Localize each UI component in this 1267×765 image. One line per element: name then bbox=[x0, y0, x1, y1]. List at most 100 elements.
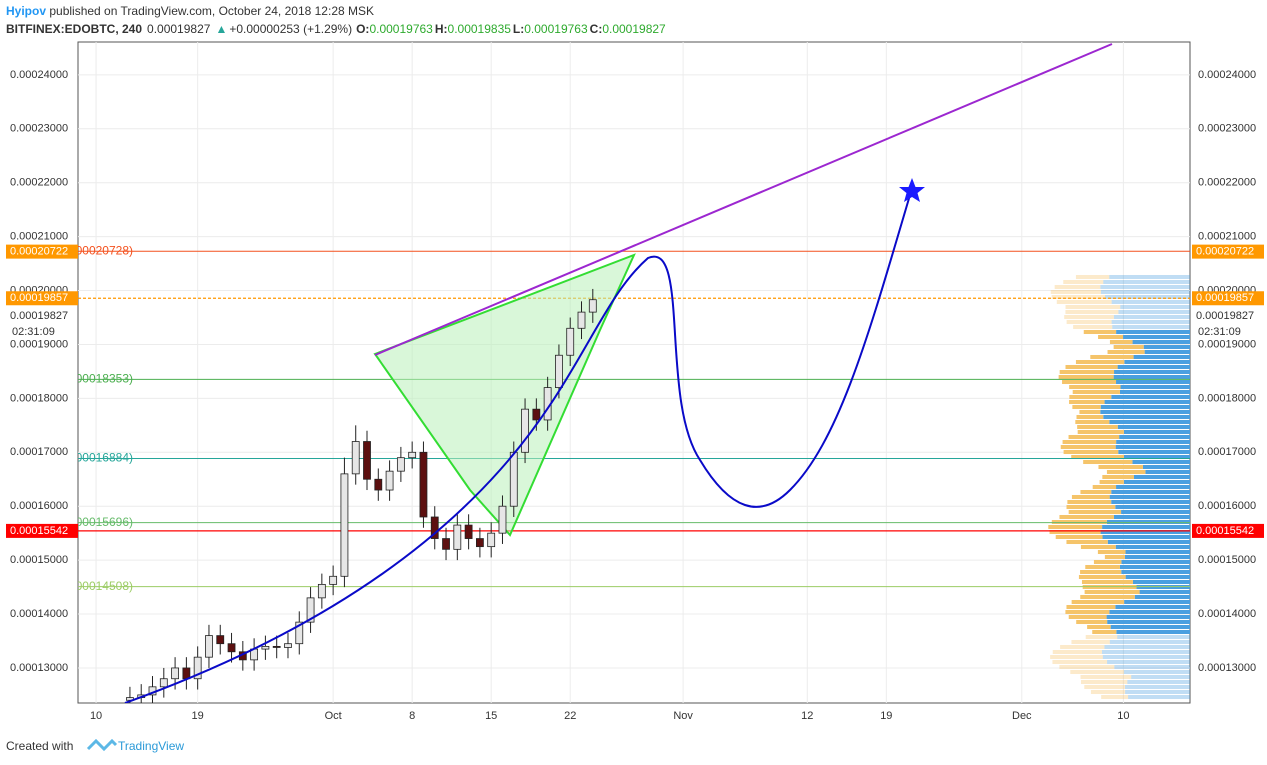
profile-bar bbox=[1117, 425, 1190, 429]
price-tag-label-left: 0.00019857 bbox=[10, 292, 68, 304]
profile-bar bbox=[1113, 345, 1144, 349]
o-label: O: bbox=[356, 22, 369, 36]
profile-bar bbox=[1118, 310, 1190, 314]
profile-bar bbox=[1120, 385, 1190, 389]
profile-bar bbox=[1109, 640, 1190, 644]
x-tick-label: 12 bbox=[801, 710, 813, 722]
profile-bar bbox=[1098, 465, 1143, 469]
profile-bar bbox=[1121, 560, 1190, 564]
y-tick-label: 0.00023000 bbox=[10, 123, 68, 135]
candle-body bbox=[351, 441, 360, 475]
profile-bar bbox=[1066, 605, 1116, 609]
candle-body bbox=[532, 408, 541, 421]
profile-bar bbox=[1068, 510, 1122, 514]
candle-body bbox=[306, 597, 315, 623]
change: +0.00000253 (+1.29%) bbox=[229, 22, 352, 36]
profile-bar bbox=[1114, 370, 1190, 374]
price-tag-right bbox=[1192, 291, 1264, 306]
header-line-1: Hyipov published on TradingView.com, Oct… bbox=[6, 4, 374, 18]
profile-bar bbox=[1123, 430, 1190, 434]
candle-body bbox=[205, 635, 213, 658]
profile-bar bbox=[1099, 480, 1124, 484]
profile-bar bbox=[1124, 555, 1190, 559]
profile-bar bbox=[1132, 580, 1190, 584]
profile-bar bbox=[1109, 275, 1190, 279]
candle-body bbox=[295, 621, 304, 645]
profile-bar bbox=[1069, 400, 1105, 404]
x-tick-label: Nov bbox=[673, 710, 693, 722]
profile-bar bbox=[1111, 300, 1190, 304]
profile-bar bbox=[1072, 405, 1101, 409]
profile-bar bbox=[1066, 320, 1112, 324]
profile-bar bbox=[1065, 310, 1119, 314]
profile-bar bbox=[1124, 600, 1190, 604]
profile-bar bbox=[1131, 675, 1190, 679]
profile-bar bbox=[1109, 495, 1190, 499]
candle-body bbox=[521, 408, 529, 453]
profile-bar bbox=[1144, 350, 1190, 354]
y-tick-label: 0.00024000 bbox=[10, 69, 68, 81]
price-tag-label-right: 0.00019857 bbox=[1196, 292, 1254, 304]
profile-bar bbox=[1106, 470, 1146, 474]
candle-body bbox=[340, 473, 349, 577]
y-tick-label-right: 0.00016000 bbox=[1198, 500, 1256, 512]
profile-bar bbox=[1103, 415, 1190, 419]
profile-bar bbox=[1111, 500, 1190, 504]
candle-body bbox=[498, 505, 507, 534]
profile-bar bbox=[1080, 490, 1112, 494]
profile-bar bbox=[1123, 480, 1190, 484]
profile-bar bbox=[1066, 540, 1108, 544]
candle-body bbox=[566, 327, 575, 356]
profile-bar bbox=[1080, 680, 1128, 684]
profile-bar bbox=[1079, 410, 1101, 414]
author: Hyipov bbox=[6, 4, 46, 18]
profile-bar bbox=[1127, 680, 1190, 684]
candle-body bbox=[430, 516, 439, 539]
profile-bar bbox=[1093, 560, 1122, 564]
profile-bar bbox=[1067, 500, 1112, 504]
profile-bar bbox=[1076, 415, 1104, 419]
y-tick-label: 0.00022000 bbox=[10, 177, 68, 189]
profile-bar bbox=[1132, 460, 1190, 464]
profile-bar bbox=[1125, 690, 1190, 694]
profile-bar bbox=[1109, 610, 1190, 614]
profile-bar bbox=[1104, 645, 1190, 649]
candle-body bbox=[171, 667, 179, 680]
profile-bar bbox=[1060, 645, 1105, 649]
profile-bar bbox=[1085, 635, 1118, 639]
profile-bar bbox=[1107, 540, 1190, 544]
profile-bar bbox=[1081, 580, 1133, 584]
profile-bar bbox=[1058, 375, 1114, 379]
y-tick-label: 0.00019000 bbox=[10, 338, 68, 350]
profile-bar bbox=[1048, 525, 1103, 529]
y-tick-label: 0.00013000 bbox=[10, 662, 68, 674]
y-tick-label-right: 0.00024000 bbox=[1198, 69, 1256, 81]
profile-bar bbox=[1115, 545, 1190, 549]
profile-bar bbox=[1075, 275, 1110, 279]
profile-bar bbox=[1132, 340, 1190, 344]
profile-bar bbox=[1125, 685, 1190, 689]
y-tick-label: 0.00018000 bbox=[10, 392, 68, 404]
y-tick-label-right: 0.00018000 bbox=[1198, 392, 1256, 404]
profile-bar bbox=[1143, 345, 1190, 349]
projection-curve bbox=[124, 194, 911, 703]
profile-bar bbox=[1107, 350, 1145, 354]
y-tick-label: 0.00015000 bbox=[10, 554, 68, 566]
fib-label: (0.00016884) bbox=[62, 451, 133, 465]
profile-bar bbox=[1102, 655, 1190, 659]
footer-brand[interactable]: TradingView bbox=[118, 739, 184, 753]
countdown-right: 02:31:09 bbox=[1198, 326, 1241, 338]
profile-bar bbox=[1065, 365, 1118, 369]
profile-bar bbox=[1060, 445, 1116, 449]
profile-bar bbox=[1071, 455, 1124, 459]
profile-bar bbox=[1103, 280, 1190, 284]
profile-bar bbox=[1097, 550, 1126, 554]
profile-bar bbox=[1090, 690, 1126, 694]
trend-line bbox=[374, 43, 1113, 356]
profile-bar bbox=[1119, 390, 1190, 394]
profile-bar bbox=[1100, 410, 1190, 414]
candle-body bbox=[408, 451, 417, 459]
candle-body bbox=[227, 643, 236, 653]
price-tag-right bbox=[1192, 244, 1264, 259]
